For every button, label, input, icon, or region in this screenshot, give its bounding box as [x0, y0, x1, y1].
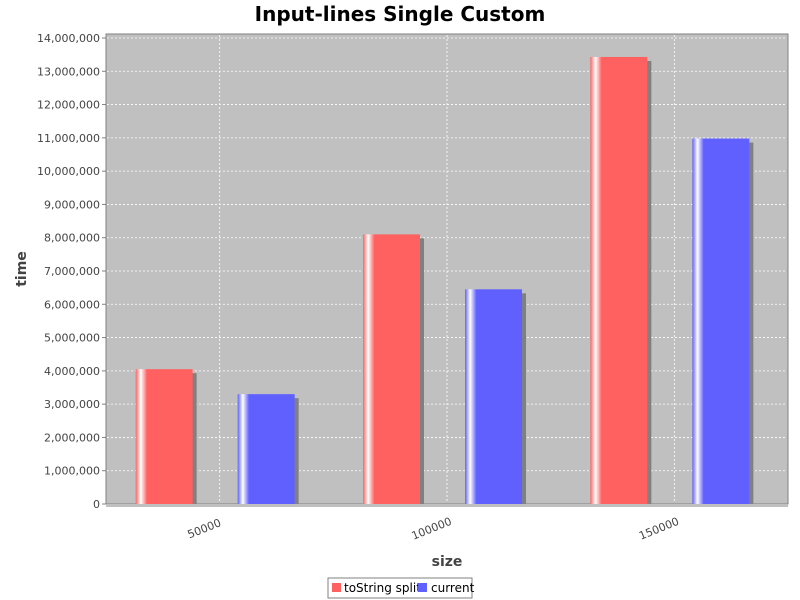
y-tick-label: 12,000,000: [37, 99, 100, 112]
legend-label-tostring-split: toString split: [344, 581, 421, 595]
bar-tostring-split-50000: [135, 369, 193, 504]
x-tick-label: 50000: [186, 516, 223, 541]
x-tick-label: 100000: [410, 515, 454, 543]
x-tick-label: 150000: [637, 515, 681, 543]
grid-lines: [107, 35, 787, 503]
bar-tostring-split-100000: [363, 234, 420, 504]
y-tick-label: 2,000,000: [44, 431, 100, 444]
legend-box: [327, 577, 473, 599]
bar-current-50000: [237, 394, 295, 504]
y-tick-label: 4,000,000: [44, 365, 100, 378]
y-tick-label: 14,000,000: [37, 32, 100, 45]
legend: toString split current: [327, 577, 475, 599]
y-tick-label: 7,000,000: [44, 265, 100, 278]
y-tick-label: 13,000,000: [37, 65, 100, 78]
bars: [135, 56, 750, 504]
y-tick-label: 8,000,000: [44, 232, 100, 245]
y-tick-label: 6,000,000: [44, 298, 100, 311]
legend-swatch-tostring-split: [332, 583, 341, 592]
y-axis: 0 1,000,000 2,000,000 3,000,000 4,000,000 5,0…: [37, 32, 106, 511]
bar-tostring-split-150000: [590, 56, 648, 504]
y-axis-label: time: [14, 251, 30, 287]
y-tick-label: 9,000,000: [44, 198, 100, 211]
y-tick-label: 3,000,000: [44, 398, 100, 411]
bar-current-150000: [692, 138, 750, 504]
x-axis-label: size: [432, 554, 463, 570]
y-tick-label: 10,000,000: [37, 165, 100, 178]
bar-current-100000: [465, 289, 522, 504]
y-tick-label: 5,000,000: [44, 332, 100, 345]
legend-swatch-current: [418, 583, 427, 592]
y-tick-label: 11,000,000: [37, 132, 100, 145]
x-axis: 50000 100000 150000: [186, 515, 681, 543]
y-tick-label: 1,000,000: [44, 465, 100, 478]
legend-label-current: current: [431, 581, 475, 595]
y-tick-label: 0: [93, 498, 100, 511]
chart-title: Input-lines Single Custom: [255, 2, 546, 26]
